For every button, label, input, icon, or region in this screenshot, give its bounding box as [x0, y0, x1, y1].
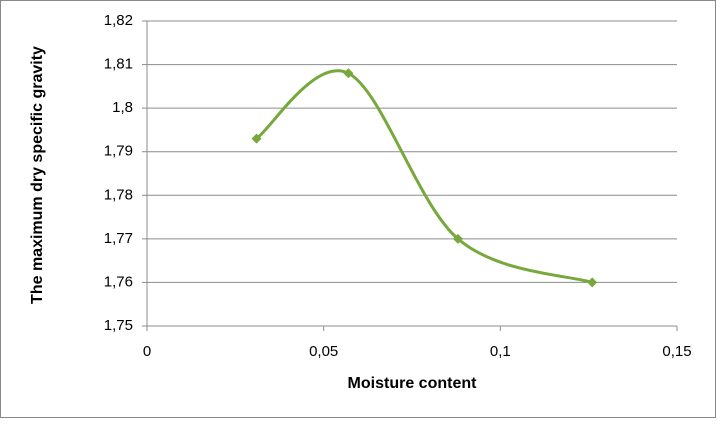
y-tick-label: 1,78: [104, 186, 133, 203]
y-axis-title: The maximum dry specific gravity: [29, 46, 46, 304]
y-tick-label: 1,79: [104, 143, 133, 160]
y-tick-label: 1,76: [104, 273, 133, 290]
point-marker: [452, 233, 463, 244]
x-tick-label: 0,15: [662, 343, 691, 360]
point-marker: [343, 68, 354, 79]
point-marker: [587, 277, 598, 288]
series-line: [255, 69, 593, 284]
point-marker: [251, 133, 262, 144]
y-tick-label: 1,77: [104, 230, 133, 247]
y-tick-label: 1,8: [112, 99, 133, 116]
x-axis-title: Moisture content: [348, 375, 478, 392]
x-tick-label: 0,1: [490, 343, 511, 360]
y-tick-label: 1,75: [104, 317, 133, 334]
y-tick-label: 1,82: [104, 12, 133, 29]
y-tick-label: 1,81: [104, 56, 133, 73]
x-tick-label: 0: [143, 343, 151, 360]
x-tick-label: 0,05: [309, 343, 338, 360]
